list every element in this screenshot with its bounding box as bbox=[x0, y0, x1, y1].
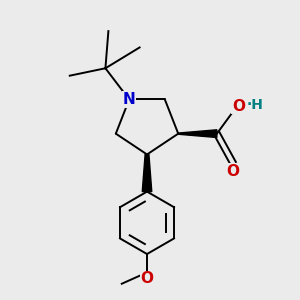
Text: ·H: ·H bbox=[246, 98, 263, 112]
Polygon shape bbox=[178, 130, 217, 137]
Text: O: O bbox=[232, 98, 245, 113]
Text: O: O bbox=[227, 164, 240, 179]
Polygon shape bbox=[142, 154, 152, 192]
Text: O: O bbox=[140, 272, 154, 286]
Text: N: N bbox=[123, 92, 136, 107]
